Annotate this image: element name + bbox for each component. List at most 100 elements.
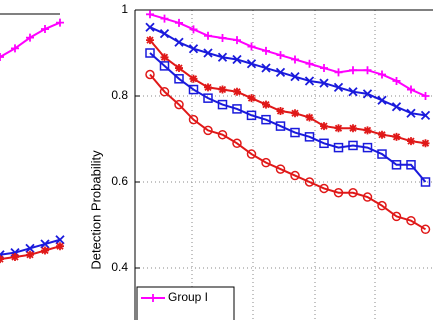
marker — [392, 76, 401, 85]
marker — [391, 211, 402, 222]
marker — [232, 138, 242, 149]
marker — [247, 94, 256, 103]
marker — [363, 66, 372, 75]
marker — [218, 33, 227, 42]
marker — [391, 160, 402, 170]
marker — [159, 86, 170, 97]
marker — [349, 124, 357, 133]
marker — [349, 66, 357, 75]
marker — [319, 138, 329, 149]
marker — [334, 124, 343, 133]
marker — [217, 129, 228, 140]
marker — [188, 44, 199, 54]
series-line — [149, 52, 427, 183]
marker — [56, 18, 64, 27]
marker — [11, 252, 19, 261]
marker — [261, 157, 271, 168]
marker — [377, 149, 387, 159]
marker — [362, 192, 373, 202]
marker — [217, 52, 228, 62]
marker — [291, 109, 299, 118]
marker — [304, 76, 315, 86]
marker — [275, 121, 286, 131]
marker — [290, 72, 300, 82]
marker — [175, 18, 183, 27]
marker — [146, 36, 154, 45]
marker — [362, 142, 373, 153]
marker — [319, 78, 329, 88]
marker — [421, 139, 430, 148]
marker — [146, 10, 154, 19]
marker — [149, 294, 157, 302]
marker — [40, 239, 50, 249]
marker — [320, 64, 328, 73]
marker — [188, 114, 199, 125]
marker — [407, 137, 415, 146]
marker — [261, 63, 271, 73]
marker — [304, 132, 315, 142]
marker — [246, 149, 257, 159]
marker — [406, 215, 416, 226]
marker — [276, 107, 285, 116]
marker — [56, 242, 64, 251]
y-tick-label: 0.8 — [111, 88, 128, 102]
marker — [262, 46, 270, 55]
marker — [420, 110, 431, 120]
y-tick-label: 1 — [121, 2, 128, 16]
marker — [145, 69, 155, 80]
marker — [406, 160, 416, 170]
marker — [304, 177, 315, 187]
marker — [378, 70, 386, 79]
marker — [421, 92, 430, 100]
marker — [203, 48, 213, 58]
marker — [378, 130, 386, 139]
marker — [26, 33, 34, 42]
legend — [136, 286, 235, 320]
marker — [217, 99, 228, 110]
marker — [362, 89, 373, 99]
marker — [160, 53, 169, 62]
marker — [406, 108, 416, 118]
marker — [145, 48, 155, 58]
marker — [159, 29, 170, 39]
marker — [333, 188, 344, 198]
marker — [0, 53, 4, 61]
marker — [204, 31, 212, 40]
marker — [218, 85, 227, 94]
marker — [232, 104, 242, 114]
marker — [290, 127, 300, 138]
marker — [232, 54, 242, 65]
marker — [290, 170, 300, 181]
marker — [320, 122, 328, 131]
marker — [348, 87, 358, 97]
marker — [174, 74, 184, 84]
series-line — [149, 73, 427, 231]
marker — [420, 177, 431, 187]
marker — [420, 224, 431, 235]
marker — [246, 110, 257, 121]
marker — [174, 99, 184, 110]
marker — [41, 25, 49, 34]
marker — [276, 51, 285, 60]
marker — [348, 188, 358, 198]
marker — [333, 142, 344, 153]
marker — [333, 82, 344, 93]
marker — [275, 67, 286, 77]
marker — [407, 85, 415, 94]
marker — [261, 114, 271, 125]
marker — [377, 95, 387, 105]
marker — [204, 83, 212, 92]
marker — [189, 25, 198, 34]
marker — [246, 59, 257, 69]
marker — [233, 36, 241, 45]
marker — [174, 37, 184, 47]
marker — [188, 84, 199, 95]
marker — [55, 235, 65, 245]
marker — [233, 87, 241, 96]
marker — [26, 250, 34, 259]
series-line — [149, 26, 426, 117]
marker — [159, 61, 170, 71]
marker — [275, 164, 286, 174]
